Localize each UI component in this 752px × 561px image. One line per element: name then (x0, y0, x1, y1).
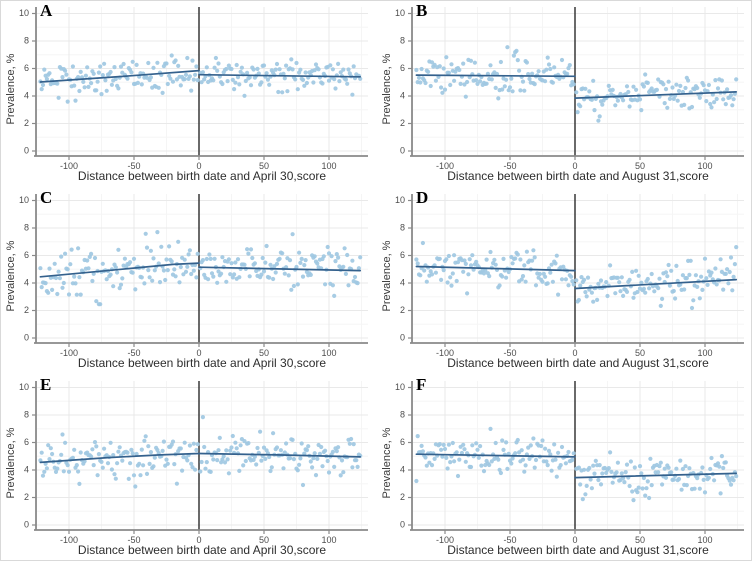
svg-text:-50: -50 (503, 348, 516, 358)
svg-text:100: 100 (697, 535, 712, 545)
svg-text:-100: -100 (60, 161, 78, 171)
svg-text:4: 4 (24, 464, 29, 474)
panel-e: 0 2 4 6 8 10 -100 -50 0 50 100 E Prevalence, % Dis… (0, 374, 376, 561)
svg-text:-50: -50 (127, 348, 140, 358)
svg-text:4: 4 (400, 464, 405, 474)
svg-text:-50: -50 (503, 161, 516, 171)
svg-text:10: 10 (19, 195, 29, 205)
svg-text:10: 10 (395, 8, 405, 18)
svg-text:2: 2 (24, 305, 29, 315)
svg-text:10: 10 (395, 382, 405, 392)
svg-text:8: 8 (400, 222, 405, 232)
panel-a-y-axis-title: Prevalence, % (5, 53, 17, 125)
svg-text:0: 0 (572, 348, 577, 358)
svg-text:4: 4 (400, 277, 405, 287)
panel-b: 0 2 4 6 8 10 -100 -50 0 50 100 B Prevalence, % Dis… (376, 0, 752, 187)
svg-text:2: 2 (400, 305, 405, 315)
panel-e-plot: 0 2 4 6 8 10 -100 -50 0 50 100 (19, 381, 368, 545)
panel-b-letter: B (416, 1, 428, 20)
panel-a-letter: A (40, 1, 53, 20)
panel-d-x-axis-title: Distance between birth date and August 3… (447, 356, 709, 370)
svg-text:0: 0 (196, 161, 201, 171)
svg-text:100: 100 (697, 161, 712, 171)
panel-d: 0 2 4 6 8 10 -100 -50 0 50 100 D Prevalence, % Dis… (376, 187, 752, 374)
svg-text:10: 10 (395, 195, 405, 205)
svg-text:2: 2 (400, 118, 405, 128)
svg-text:-100: -100 (60, 348, 78, 358)
panel-f-letter: F (416, 375, 427, 394)
svg-text:50: 50 (635, 161, 645, 171)
svg-text:8: 8 (24, 35, 29, 45)
svg-text:0: 0 (572, 161, 577, 171)
svg-text:-100: -100 (436, 348, 454, 358)
svg-text:0: 0 (400, 519, 405, 529)
svg-text:50: 50 (259, 348, 269, 358)
svg-text:50: 50 (259, 161, 269, 171)
panel-f-plot: 0 2 4 6 8 10 -100 -50 0 50 100 (395, 381, 744, 545)
svg-text:6: 6 (400, 437, 405, 447)
svg-text:2: 2 (400, 492, 405, 502)
panel-a-plot: 0 2 4 6 8 10 -100 -50 0 50 100 (19, 7, 368, 171)
svg-text:4: 4 (24, 277, 29, 287)
svg-text:-50: -50 (503, 535, 516, 545)
panel-e-x-axis-title: Distance between birth date and April 30… (77, 543, 327, 557)
svg-text:100: 100 (321, 348, 336, 358)
svg-text:0: 0 (24, 145, 29, 155)
svg-text:8: 8 (400, 409, 405, 419)
panel-c-x-axis-title: Distance between birth date and April 30… (77, 356, 327, 370)
svg-text:4: 4 (400, 90, 405, 100)
svg-text:8: 8 (400, 35, 405, 45)
svg-text:-50: -50 (127, 161, 140, 171)
panel-c-y-axis-title: Prevalence, % (5, 240, 17, 312)
svg-text:-50: -50 (127, 535, 140, 545)
svg-text:100: 100 (321, 161, 336, 171)
svg-text:50: 50 (259, 535, 269, 545)
svg-text:8: 8 (24, 409, 29, 419)
panel-c-letter: C (40, 188, 53, 207)
svg-text:0: 0 (196, 535, 201, 545)
svg-text:0: 0 (196, 348, 201, 358)
svg-text:6: 6 (24, 250, 29, 260)
svg-text:0: 0 (400, 145, 405, 155)
svg-text:0: 0 (24, 519, 29, 529)
svg-text:10: 10 (19, 8, 29, 18)
panel-f-y-axis-title: Prevalence, % (381, 427, 393, 499)
panel-e-letter: E (40, 375, 52, 394)
svg-text:6: 6 (400, 250, 405, 260)
panel-b-y-axis-title: Prevalence, % (381, 53, 393, 125)
svg-text:-100: -100 (436, 161, 454, 171)
panel-b-plot: 0 2 4 6 8 10 -100 -50 0 50 100 (395, 7, 744, 171)
svg-text:100: 100 (321, 535, 336, 545)
svg-text:2: 2 (24, 118, 29, 128)
svg-text:50: 50 (635, 535, 645, 545)
panel-a-x-axis-title: Distance between birth date and April 30… (77, 169, 327, 183)
panel-d-y-axis-title: Prevalence, % (381, 240, 393, 312)
svg-text:100: 100 (697, 348, 712, 358)
svg-text:10: 10 (19, 382, 29, 392)
svg-text:0: 0 (400, 332, 405, 342)
panel-f: 0 2 4 6 8 10 -100 -50 0 50 100 F Prevalence, % Dis… (376, 374, 752, 561)
svg-text:4: 4 (24, 90, 29, 100)
svg-text:2: 2 (24, 492, 29, 502)
svg-text:6: 6 (24, 437, 29, 447)
svg-text:6: 6 (400, 63, 405, 73)
svg-text:-100: -100 (436, 535, 454, 545)
panel-e-y-axis-title: Prevalence, % (5, 427, 17, 499)
panel-f-x-axis-title: Distance between birth date and August 3… (447, 543, 709, 557)
svg-text:6: 6 (24, 63, 29, 73)
panel-b-x-axis-title: Distance between birth date and August 3… (447, 169, 709, 183)
panel-c-plot: 0 2 4 6 8 10 -100 -50 0 50 100 (19, 194, 368, 358)
svg-text:8: 8 (24, 222, 29, 232)
svg-text:0: 0 (24, 332, 29, 342)
svg-text:50: 50 (635, 348, 645, 358)
panel-a: 0 2 4 6 8 10 -100 -50 0 50 100 A Prevalence, % Dis… (0, 0, 376, 187)
panel-d-letter: D (416, 188, 429, 207)
svg-text:-100: -100 (60, 535, 78, 545)
svg-text:0: 0 (572, 535, 577, 545)
panel-c: 0 2 4 6 8 10 -100 -50 0 50 100 C Prevalence, % Dis… (0, 187, 376, 374)
panel-d-plot: 0 2 4 6 8 10 -100 -50 0 50 100 (395, 194, 744, 358)
